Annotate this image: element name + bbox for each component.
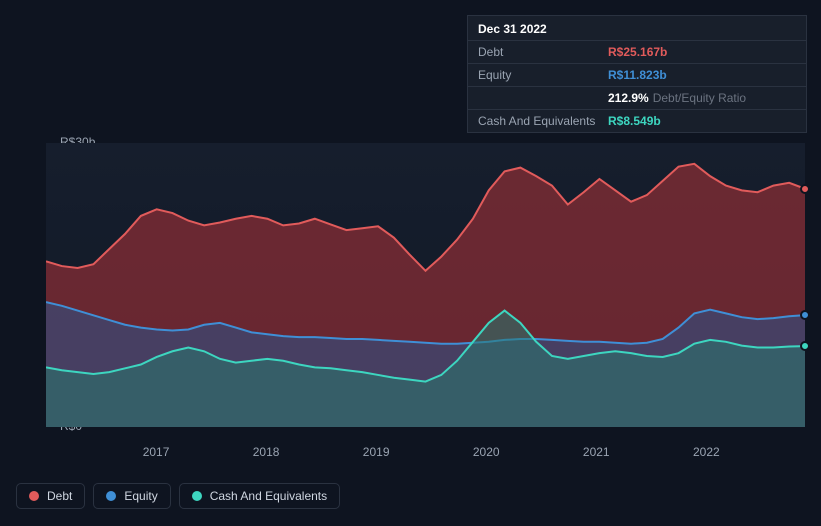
tooltip-row-suffix: Debt/Equity Ratio xyxy=(653,91,746,105)
x-axis-label: 2018 xyxy=(253,445,280,459)
x-axis-label: 2022 xyxy=(693,445,720,459)
x-axis-label: 2020 xyxy=(473,445,500,459)
tooltip-date: Dec 31 2022 xyxy=(468,16,806,41)
legend-label: Debt xyxy=(47,489,72,503)
legend-item-equity[interactable]: Equity xyxy=(93,483,170,509)
legend-label: Equity xyxy=(124,489,157,503)
x-axis: 201720182019202020212022 xyxy=(46,435,805,455)
tooltip-row-value: R$11.823b xyxy=(608,68,667,82)
tooltip-row: EquityR$11.823b xyxy=(468,64,806,87)
x-axis-label: 2019 xyxy=(363,445,390,459)
financial-history-chart: R$30bR$0 201720182019202020212022 xyxy=(16,125,805,445)
x-axis-label: 2021 xyxy=(583,445,610,459)
legend-item-debt[interactable]: Debt xyxy=(16,483,85,509)
chart-legend: Debt Equity Cash And Equivalents xyxy=(16,483,340,509)
tooltip-row-value: R$25.167b xyxy=(608,45,667,59)
legend-dot-icon xyxy=(192,491,202,501)
chart-svg xyxy=(46,143,805,427)
x-axis-label: 2017 xyxy=(143,445,170,459)
tooltip-row-label: Debt xyxy=(478,45,608,59)
tooltip-row-value: 212.9%Debt/Equity Ratio xyxy=(608,91,746,105)
tooltip-row-label: Equity xyxy=(478,68,608,82)
plot-area xyxy=(46,143,805,427)
series-end-dot-cash-and-equivalents xyxy=(800,341,810,351)
legend-dot-icon xyxy=(106,491,116,501)
tooltip-row: DebtR$25.167b xyxy=(468,41,806,64)
series-end-dot-debt xyxy=(800,184,810,194)
tooltip-row-label xyxy=(478,91,608,105)
tooltip-row: 212.9%Debt/Equity Ratio xyxy=(468,87,806,110)
legend-dot-icon xyxy=(29,491,39,501)
legend-item-cash-and-equivalents[interactable]: Cash And Equivalents xyxy=(179,483,340,509)
series-end-dot-equity xyxy=(800,310,810,320)
legend-label: Cash And Equivalents xyxy=(210,489,327,503)
chart-tooltip: Dec 31 2022 DebtR$25.167bEquityR$11.823b… xyxy=(467,15,807,133)
